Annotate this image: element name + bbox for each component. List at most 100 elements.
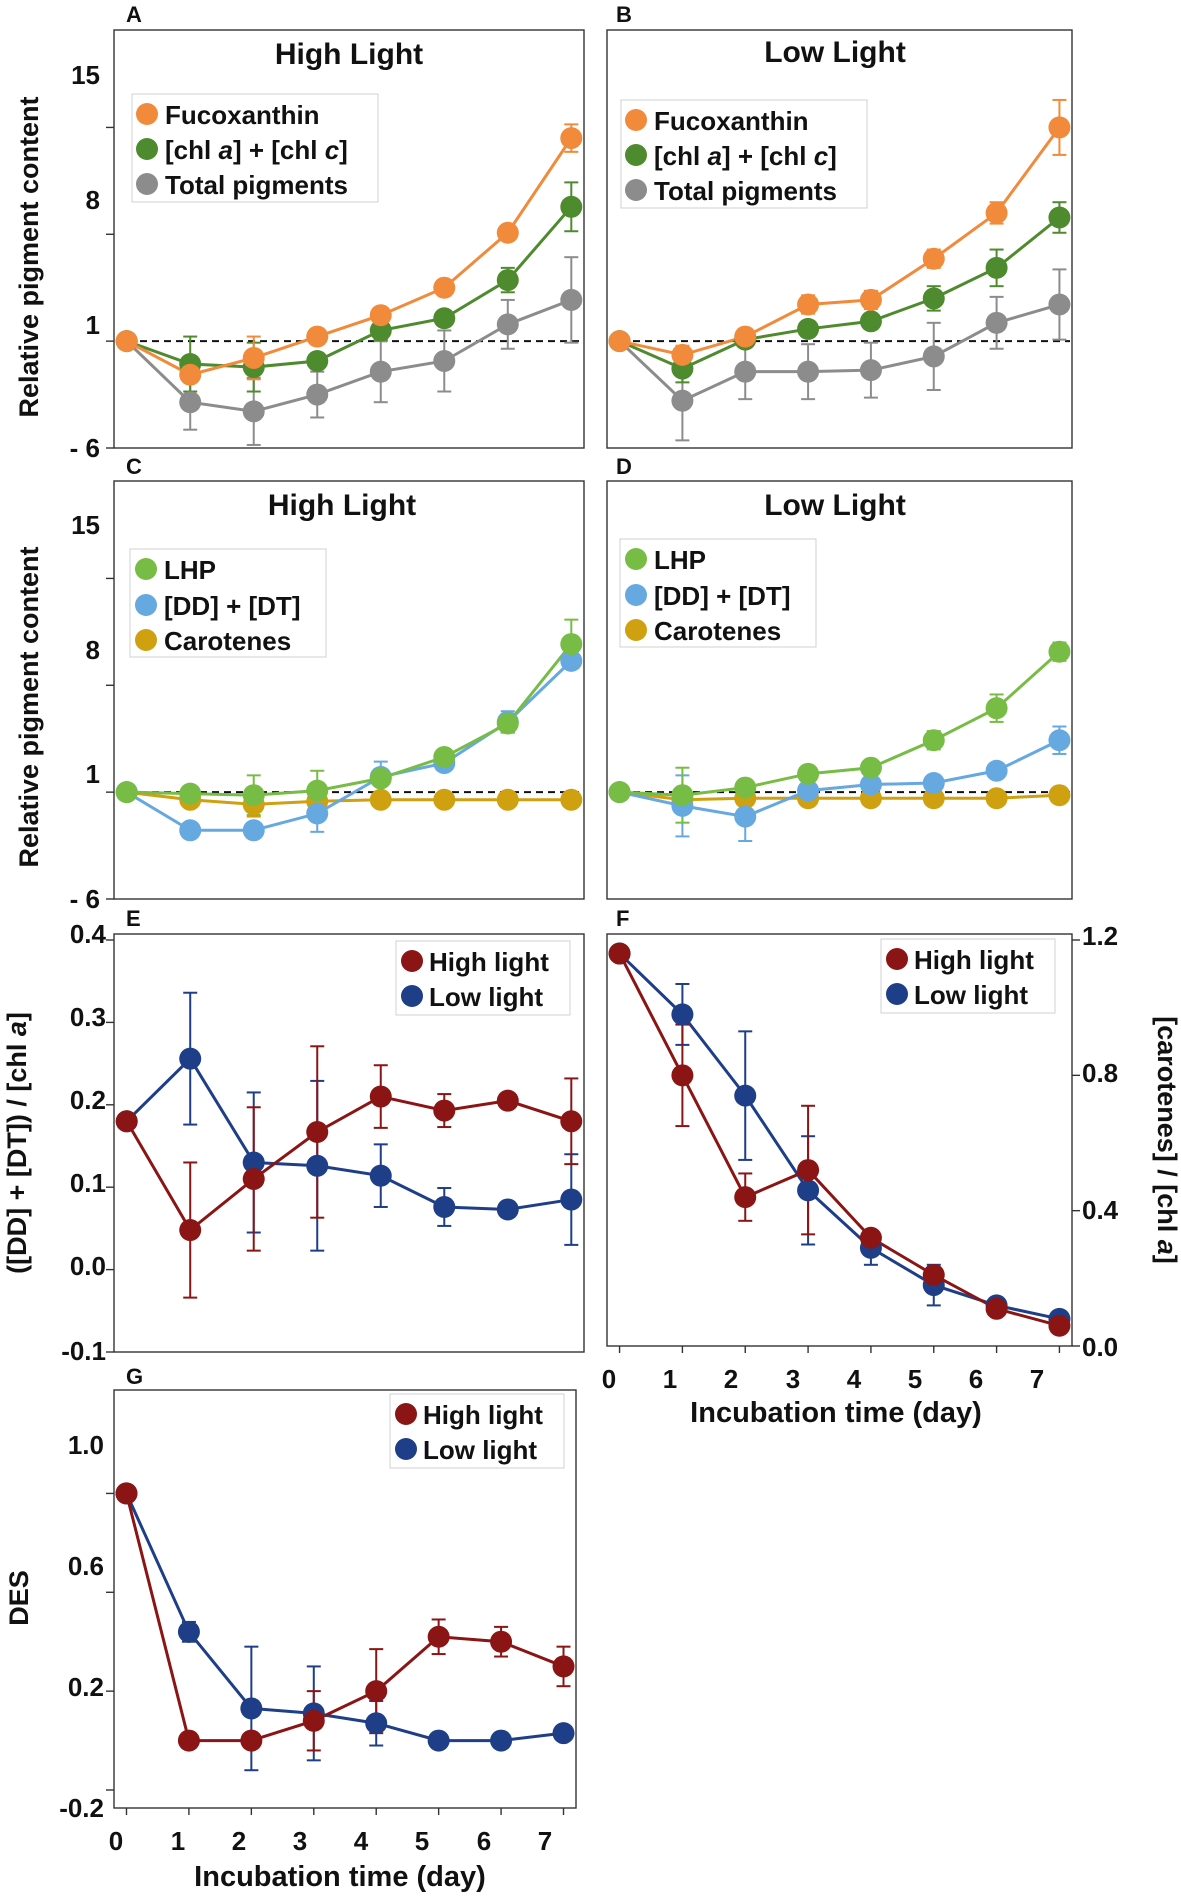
data-point xyxy=(242,1167,265,1190)
data-point xyxy=(560,649,583,672)
legend-label-high: High light xyxy=(423,1400,543,1430)
plot-area-b xyxy=(608,98,1071,442)
legend-marker-low xyxy=(886,983,908,1005)
data-point xyxy=(369,319,392,342)
plot-area-e xyxy=(106,939,583,1353)
data-point xyxy=(797,762,820,785)
data-point xyxy=(859,359,882,382)
data-point xyxy=(797,293,820,316)
data-point xyxy=(734,1186,757,1209)
y-tick-labels-e: 0.4 0.3 0.2 0.1 0.0 -0.1 xyxy=(61,919,106,1366)
plot-frame-b xyxy=(606,29,1073,449)
data-point xyxy=(552,1722,575,1745)
legend-label-chl: [chl a] + [chl c] xyxy=(165,135,348,165)
y-tick-label: 0.2 xyxy=(68,1672,104,1702)
data-point xyxy=(427,1625,450,1648)
data-point xyxy=(242,819,265,842)
chart-title-d: Low Light xyxy=(764,489,906,522)
panel-b: B Low Light Fucoxanthin [chl a] + [chl c… xyxy=(606,2,1073,449)
legend-marker-dddt xyxy=(135,594,157,616)
data-point xyxy=(985,787,1008,810)
data-point xyxy=(302,1709,325,1732)
legend-label-carotenes: Carotenes xyxy=(654,616,781,646)
legend-label-total: Total pigments xyxy=(654,176,837,206)
data-point xyxy=(490,1729,513,1752)
plot-area-a xyxy=(106,123,583,449)
y-tick-label: 1 xyxy=(86,759,100,789)
data-point xyxy=(433,349,456,372)
data-point xyxy=(177,1729,200,1752)
data-point xyxy=(242,1151,265,1174)
x-tick-label: 3 xyxy=(786,1364,800,1394)
data-point xyxy=(797,1159,820,1182)
data-point xyxy=(433,276,456,299)
data-point xyxy=(496,313,519,336)
data-point xyxy=(985,311,1008,334)
data-point xyxy=(369,788,392,811)
y-tick-labels-g: 1.0 0.6 0.2 -0.2 xyxy=(59,1430,104,1823)
x-tick-label: 1 xyxy=(663,1364,677,1394)
data-point xyxy=(496,1198,519,1221)
data-point xyxy=(365,1680,388,1703)
legend-box xyxy=(131,93,379,203)
panel-e: E ([DD] + [DT]) / [chl a] 0.4 0.3 0.2 0.… xyxy=(2,906,585,1366)
plot-frame-c xyxy=(113,480,585,900)
legend-label-low: Low light xyxy=(423,1435,537,1465)
y-axis-label-a: Relative pigment content xyxy=(14,96,44,417)
data-point xyxy=(560,633,583,656)
y-tick-label: 0.4 xyxy=(1082,1195,1119,1225)
plot-area-d xyxy=(608,640,1071,842)
y-axis-label-c: Relative pigment content xyxy=(14,546,44,867)
data-point xyxy=(306,1120,329,1143)
series-line xyxy=(125,1493,565,1743)
y-axis-label-g: DES xyxy=(4,1570,34,1626)
data-point xyxy=(1048,1314,1071,1337)
data-point xyxy=(552,1655,575,1678)
data-point xyxy=(427,1729,450,1752)
legend-a: Fucoxanthin [chl a] + [chl c] Total pigm… xyxy=(131,93,379,203)
plot-area-c xyxy=(106,577,583,900)
legend-b: Fucoxanthin [chl a] + [chl c] Total pigm… xyxy=(620,99,868,209)
data-point xyxy=(496,712,519,735)
series-line xyxy=(125,1056,572,1211)
panel-letter-b: B xyxy=(616,2,632,27)
chart-title-b: Low Light xyxy=(764,36,906,69)
data-point xyxy=(734,805,757,828)
panel-d: D Low Light LHP [DD] + [DT] Carotenes xyxy=(606,454,1073,900)
data-point xyxy=(369,304,392,327)
x-tick-label: 2 xyxy=(232,1826,246,1856)
legend-g: High light Low light xyxy=(389,1393,565,1469)
x-tick-labels-g: 0 1 2 3 4 5 6 7 xyxy=(109,1826,552,1856)
plot-frame-d xyxy=(606,480,1073,900)
data-point xyxy=(306,349,329,372)
data-point xyxy=(115,330,138,353)
data-point xyxy=(1048,784,1071,807)
legend-marker-chl xyxy=(136,138,158,160)
data-point xyxy=(1048,206,1071,229)
data-point xyxy=(922,247,945,270)
data-point xyxy=(922,729,945,752)
y-tick-label: 0.3 xyxy=(70,1002,106,1032)
data-point xyxy=(859,1226,882,1249)
legend-marker-fucoxanthin xyxy=(136,103,158,125)
y-tick-label: 8 xyxy=(86,635,100,665)
data-point xyxy=(433,1099,456,1122)
y-axis-label-f: [carotenes] / [chl a] xyxy=(1152,1016,1181,1264)
data-point xyxy=(496,788,519,811)
legend-marker-lhp xyxy=(625,548,647,570)
data-point xyxy=(433,788,456,811)
data-point xyxy=(496,1089,519,1112)
data-point xyxy=(734,1084,757,1107)
data-point xyxy=(496,221,519,244)
legend-label-low: Low light xyxy=(429,982,543,1012)
data-point xyxy=(734,776,757,799)
data-point xyxy=(985,1297,1008,1320)
legend-label-fucoxanthin: Fucoxanthin xyxy=(654,106,809,136)
data-point xyxy=(922,771,945,794)
y-tick-label: 0.2 xyxy=(70,1085,106,1115)
legend-e: High light Low light xyxy=(395,940,571,1016)
data-point xyxy=(560,1188,583,1211)
data-point xyxy=(369,360,392,383)
x-tick-label: 2 xyxy=(724,1364,738,1394)
panel-g: G DES 1.0 0.6 0.2 -0.2 0 1 2 3 4 5 6 7 I… xyxy=(4,1364,577,1893)
